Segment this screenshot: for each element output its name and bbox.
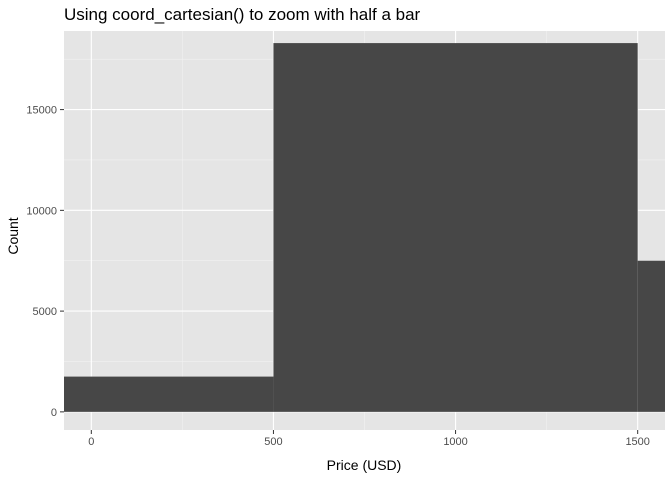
x-tick-label: 1000 xyxy=(443,436,467,448)
x-axis: 0 500 1000 1500 xyxy=(88,430,650,448)
chart-title: Using coord_cartesian() to zoom with hal… xyxy=(64,5,421,24)
y-tick-label: 5000 xyxy=(33,306,57,318)
x-axis-title: Price (USD) xyxy=(327,457,402,473)
histogram-bar xyxy=(637,260,665,412)
y-tick-label: 10000 xyxy=(26,205,57,217)
y-axis-title: Count xyxy=(5,217,21,254)
y-axis: 0 5000 10000 15000 xyxy=(26,105,64,419)
y-tick-label: 0 xyxy=(51,407,57,419)
x-tick-label: 1500 xyxy=(625,436,649,448)
histogram-bars xyxy=(64,43,665,412)
x-tick-label: 500 xyxy=(264,436,282,448)
x-tick-label: 0 xyxy=(88,436,94,448)
histogram-bar xyxy=(64,376,274,412)
histogram-bar xyxy=(273,43,638,412)
y-tick-label: 15000 xyxy=(26,105,57,117)
